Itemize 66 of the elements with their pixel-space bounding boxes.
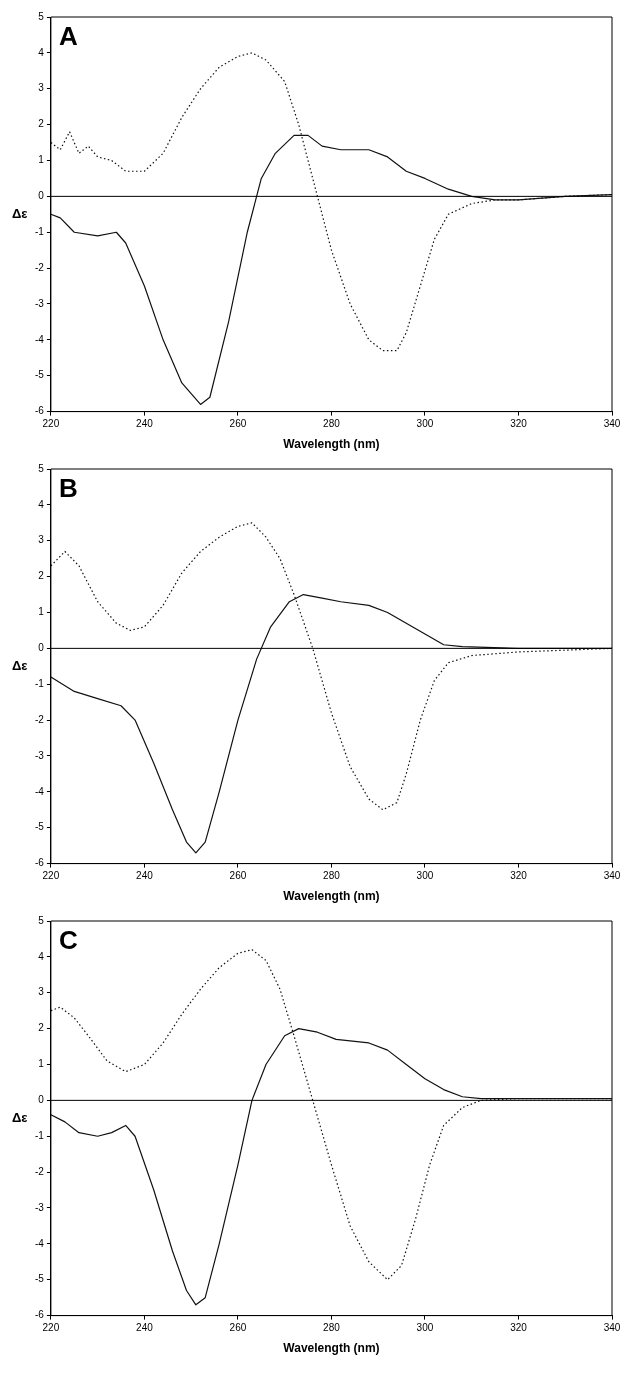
y-tick-label: 1 [38, 606, 45, 618]
x-tick-label: 320 [510, 418, 528, 430]
x-tick-label: 220 [42, 870, 60, 882]
y-tick-label: -2 [34, 713, 45, 725]
y-tick-label: -6 [34, 405, 45, 417]
x-tick-label: 260 [229, 870, 247, 882]
x-tick-label: 300 [416, 870, 434, 882]
y-tick-label: -4 [34, 785, 45, 797]
x-tick-label: 320 [510, 870, 528, 882]
y-tick-label: 4 [38, 950, 45, 962]
y-tick-label: -5 [34, 369, 45, 381]
y-tick-label: -3 [34, 1201, 45, 1213]
y-tick-label: -2 [34, 261, 45, 273]
x-axis-title: Wavelength (nm) [283, 1341, 380, 1356]
y-tick-label: 3 [38, 82, 45, 94]
y-tick-label: 5 [38, 462, 45, 474]
y-tick-label: -5 [34, 821, 45, 833]
y-tick-label: 2 [38, 1022, 45, 1034]
x-tick-label: 320 [510, 1322, 528, 1334]
x-tick-label: 300 [416, 418, 434, 430]
x-tick-label: 260 [229, 1322, 247, 1334]
y-tick-label: -3 [34, 297, 45, 309]
y-tick-label: 4 [38, 46, 45, 58]
y-tick-label: 1 [38, 1058, 45, 1070]
y-tick-label: 5 [38, 10, 45, 22]
y-tick-label: -6 [34, 1309, 45, 1321]
y-tick-label: -3 [34, 749, 45, 761]
y-tick-label: 0 [38, 642, 45, 654]
y-tick-label: -5 [34, 1273, 45, 1285]
x-tick-label: 340 [603, 1322, 621, 1334]
x-tick-label: 340 [603, 870, 621, 882]
y-tick-label: 1 [38, 154, 45, 166]
x-axis-title: Wavelength (nm) [283, 889, 380, 904]
y-tick-label: 2 [38, 570, 45, 582]
y-tick-label: -2 [34, 1165, 45, 1177]
x-tick-label: 300 [416, 1322, 434, 1334]
y-axis-title: Δε [12, 1109, 28, 1125]
x-tick-label: 220 [42, 1322, 60, 1334]
y-tick-label: 4 [38, 498, 45, 510]
x-tick-label: 340 [603, 418, 621, 430]
x-tick-label: 280 [323, 870, 341, 882]
y-tick-label: 5 [38, 914, 45, 926]
y-tick-label: -1 [34, 677, 45, 689]
x-tick-label: 220 [42, 418, 60, 430]
annotation: A [58, 21, 78, 52]
x-tick-label: 280 [323, 418, 341, 430]
x-tick-label: 240 [136, 1322, 154, 1334]
y-tick-label: -4 [34, 1237, 45, 1249]
y-axis-title: Δε [12, 205, 28, 221]
x-tick-label: 240 [136, 418, 154, 430]
y-tick-label: 0 [38, 190, 45, 202]
y-tick-label: -1 [34, 1129, 45, 1141]
annotation: B [58, 473, 78, 504]
y-tick-label: -4 [34, 333, 45, 345]
annotation: C [58, 925, 78, 956]
y-tick-label: 0 [38, 1094, 45, 1106]
x-axis-title: Wavelength (nm) [283, 437, 380, 452]
x-tick-label: 280 [323, 1322, 341, 1334]
y-tick-label: -6 [34, 857, 45, 869]
y-tick-label: 3 [38, 986, 45, 998]
x-tick-label: 260 [229, 418, 247, 430]
y-tick-label: 3 [38, 534, 45, 546]
y-tick-label: -1 [34, 225, 45, 237]
x-tick-label: 240 [136, 870, 154, 882]
y-tick-label: 2 [38, 118, 45, 130]
y-axis-title: Δε [12, 657, 28, 673]
